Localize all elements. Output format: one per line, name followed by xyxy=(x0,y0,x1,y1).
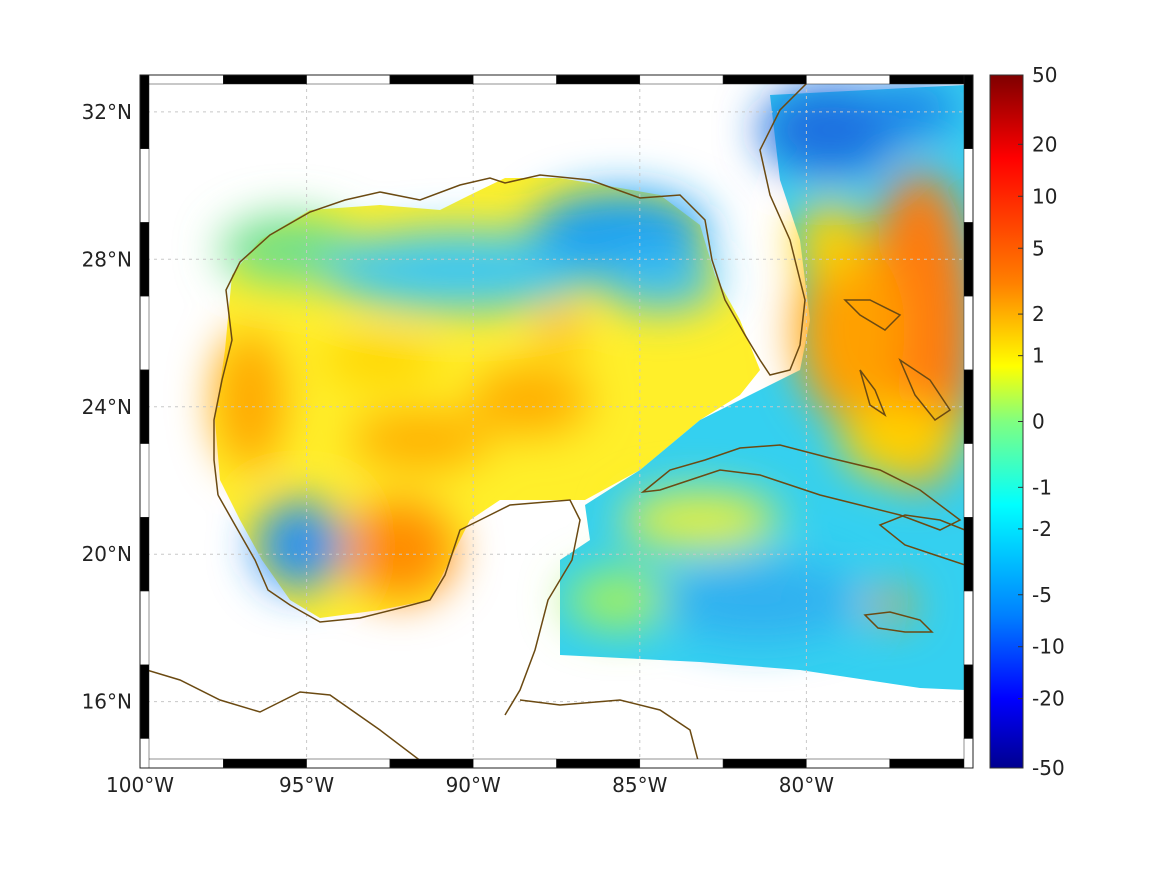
frame-segment xyxy=(139,590,150,666)
data-field xyxy=(215,85,973,690)
frame-segment xyxy=(963,443,974,518)
frame-segment xyxy=(223,74,307,85)
frame-segment xyxy=(472,758,557,769)
frame-segment xyxy=(139,758,224,769)
colorbar-tick-label: 2 xyxy=(1032,302,1045,326)
frame-segment xyxy=(806,758,890,769)
lon-tick-label: 90°W xyxy=(446,773,501,797)
frame-segment xyxy=(639,758,724,769)
frame-segment xyxy=(139,517,150,592)
lat-tick-label: 24°N xyxy=(82,395,132,419)
lat-tick-label: 32°N xyxy=(82,100,132,124)
lat-tick-label: 28°N xyxy=(82,247,132,271)
frame-segment xyxy=(306,74,391,85)
frame-segment xyxy=(963,590,974,666)
latitude-labels: 32°N 28°N 24°N 20°N 16°N xyxy=(82,100,132,714)
colorbar-tick-label: -5 xyxy=(1032,583,1052,607)
lon-tick-label: 100°W xyxy=(106,773,174,797)
frame-segment xyxy=(139,74,150,149)
frame-segment xyxy=(722,758,807,769)
graticule xyxy=(140,75,973,768)
lon-tick-label: 95°W xyxy=(279,773,334,797)
frame-segment xyxy=(389,74,474,85)
colorbar-tick-label: -50 xyxy=(1032,756,1065,780)
frame-segment xyxy=(389,758,474,769)
frame-segment xyxy=(139,443,150,518)
atlantic-field xyxy=(560,85,973,690)
gulf-field xyxy=(215,178,760,618)
frame-segment xyxy=(889,758,974,769)
colorbar-tick-label: 50 xyxy=(1032,63,1057,87)
frame-segment xyxy=(963,295,974,371)
frame-segment xyxy=(139,738,150,769)
lat-tick-label: 20°N xyxy=(82,542,132,566)
frame-segment xyxy=(806,74,890,85)
frame-segment xyxy=(472,74,557,85)
frame-segment xyxy=(306,758,391,769)
frame-segment xyxy=(556,74,641,85)
frame-segment xyxy=(963,74,974,149)
longitude-labels: 100°W 95°W 90°W 85°W 80°W xyxy=(106,773,834,797)
frame-segment xyxy=(139,148,150,223)
coastline xyxy=(140,75,966,768)
lon-tick-label: 80°W xyxy=(779,773,834,797)
colorbar-tick-label: -20 xyxy=(1032,687,1065,711)
colorbar-tick-label: 0 xyxy=(1032,410,1045,434)
frame-segment xyxy=(139,74,224,85)
frame-segment xyxy=(223,758,307,769)
map-frame xyxy=(139,74,974,769)
colorbar-tick-label: -1 xyxy=(1032,475,1052,499)
colorbar-tick-label: 1 xyxy=(1032,344,1045,368)
frame-segment xyxy=(639,74,724,85)
colorbar-tick-label: 20 xyxy=(1032,132,1057,156)
frame-segment xyxy=(963,517,974,592)
frame-segment xyxy=(963,369,974,444)
colorbar-tick-label: 5 xyxy=(1032,236,1045,260)
frame-segment xyxy=(963,738,974,769)
frame-segment xyxy=(556,758,641,769)
colorbar-tick-label: 10 xyxy=(1032,184,1057,208)
frame-segment xyxy=(139,369,150,444)
frame-segment xyxy=(139,664,150,739)
frame-segment xyxy=(963,664,974,739)
frame-segment xyxy=(139,222,150,297)
frame-segment xyxy=(963,148,974,223)
colorbar-tick-label: -10 xyxy=(1032,635,1065,659)
colorbar-tick-label: -2 xyxy=(1032,517,1052,541)
frame-segment xyxy=(722,74,807,85)
frame-segment xyxy=(889,74,974,85)
lat-tick-label: 16°N xyxy=(82,690,132,714)
frame-segment xyxy=(139,295,150,371)
frame-segment xyxy=(963,222,974,297)
lon-tick-label: 85°W xyxy=(612,773,667,797)
